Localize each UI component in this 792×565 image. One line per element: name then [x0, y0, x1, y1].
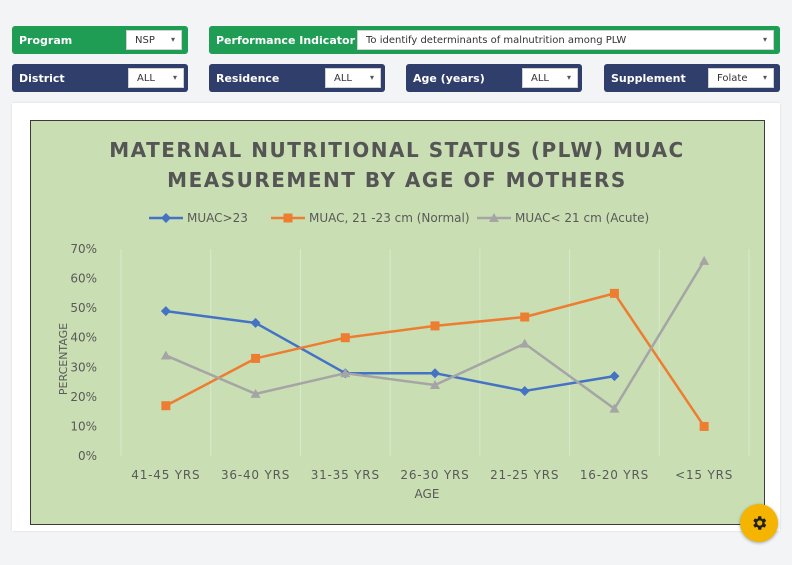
- x-tick-label: 36-40 YRS: [221, 468, 290, 482]
- x-axis-ticks: 41-45 YRS 36-40 YRS 31-35 YRS 26-30 YRS 21-2…: [131, 468, 733, 482]
- line-chart: MATERNAL NUTRITIONAL STATUS (PLW) MUAC M…: [57, 138, 750, 501]
- series-line-muac-21-23-cm-normal: [165, 292, 706, 428]
- program-label: Program: [19, 33, 73, 47]
- data-point-muac-23: [250, 317, 261, 328]
- x-tick-label: 41-45 YRS: [131, 468, 200, 482]
- data-point-muac-23: [430, 368, 440, 379]
- chart-title-line2: MEASUREMENT BY AGE OF MOTHERS: [167, 168, 627, 192]
- y-tick-label: 0%: [78, 449, 97, 463]
- legend-label: MUAC, 21 -23 cm (Normal): [309, 211, 470, 225]
- y-axis-ticks: 0% 10% 20% 30% 40% 50% 60% 70%: [70, 242, 97, 463]
- y-tick-label: 50%: [70, 301, 97, 315]
- x-tick-label: 16-20 YRS: [580, 468, 649, 482]
- program-value: NSP: [135, 34, 155, 46]
- data-point-muac-23: [160, 306, 171, 317]
- x-tick-label: 26-30 YRS: [400, 468, 469, 482]
- data-point-muac-21-cm-acute: [250, 388, 261, 398]
- data-point-muac-21-cm-acute: [519, 338, 530, 348]
- residence-select[interactable]: ALL ▾: [325, 68, 381, 88]
- data-point-muac-21-23-cm-normal: [609, 288, 619, 298]
- x-axis-label: AGE: [415, 487, 440, 501]
- series-muac-23: [160, 306, 620, 396]
- series-line-muac-23: [165, 309, 615, 393]
- series-muac-21-23-cm-normal: [161, 288, 709, 431]
- residence-value: ALL: [334, 72, 352, 84]
- data-point-muac-21-cm-acute: [160, 350, 171, 360]
- chart-grid: [120, 249, 750, 456]
- data-point-muac-21-23-cm-normal: [520, 312, 530, 322]
- y-tick-label: 10%: [70, 419, 97, 433]
- y-tick-label: 70%: [70, 242, 97, 256]
- indicator-filter: Performance Indicator To identify determ…: [209, 26, 780, 54]
- data-point-muac-21-23-cm-normal: [340, 333, 350, 343]
- residence-label: Residence: [216, 71, 280, 85]
- indicator-value: To identify determinants of malnutrition…: [366, 34, 627, 46]
- district-value: ALL: [137, 72, 155, 84]
- legend-marker: [161, 213, 171, 223]
- residence-filter: Residence ALL ▾: [209, 64, 385, 92]
- program-filter: Program NSP ▾: [12, 26, 188, 54]
- chart-series: [160, 255, 710, 431]
- data-point-muac-21-cm-acute: [340, 368, 351, 378]
- legend-label: MUAC>23: [187, 211, 248, 225]
- legend-marker: [489, 213, 499, 222]
- legend-item-muac-21-23-cm-normal: MUAC, 21 -23 cm (Normal): [271, 211, 470, 225]
- data-point-muac-23: [519, 385, 530, 396]
- caret-down-icon: ▾: [762, 35, 767, 44]
- district-filter: District ALL ▾: [12, 64, 188, 92]
- y-tick-label: 60%: [70, 272, 97, 286]
- legend-item-muac-23: MUAC>23: [149, 211, 248, 225]
- chart-legend: MUAC>23 MUAC, 21 -23 cm (Normal) MUAC< 21 …: [149, 211, 649, 225]
- data-point-muac-21-cm-acute: [430, 380, 440, 390]
- caret-down-icon: ▾: [170, 35, 175, 44]
- age-filter: Age (years) ALL ▾: [406, 64, 582, 92]
- legend-marker: [283, 213, 293, 223]
- caret-down-icon: ▾: [566, 73, 571, 82]
- supplement-value: Folate: [717, 72, 748, 84]
- legend-label: MUAC< 21 cm (Acute): [515, 211, 649, 225]
- district-select[interactable]: ALL ▾: [128, 68, 184, 88]
- y-tick-label: 30%: [70, 360, 97, 374]
- x-tick-label: 21-25 YRS: [490, 468, 559, 482]
- data-point-muac-21-cm-acute: [609, 403, 620, 413]
- supplement-filter: Supplement Folate ▾: [604, 64, 780, 92]
- indicator-select[interactable]: To identify determinants of malnutrition…: [357, 30, 774, 50]
- gear-icon: [753, 516, 767, 530]
- district-label: District: [19, 71, 65, 85]
- program-select[interactable]: NSP ▾: [126, 30, 182, 50]
- settings-button[interactable]: [740, 504, 778, 542]
- series-muac-21-cm-acute: [160, 255, 710, 413]
- y-tick-label: 40%: [70, 331, 97, 345]
- chart-title-line1: MATERNAL NUTRITIONAL STATUS (PLW) MUAC: [109, 138, 684, 162]
- age-value: ALL: [531, 72, 549, 84]
- x-tick-label: 31-35 YRS: [311, 468, 380, 482]
- data-point-muac-21-23-cm-normal: [251, 353, 261, 363]
- age-select[interactable]: ALL ▾: [522, 68, 578, 88]
- y-axis-label: PERCENTAGE: [57, 323, 70, 395]
- caret-down-icon: ▾: [369, 73, 374, 82]
- y-tick-label: 20%: [70, 390, 97, 404]
- legend-item-muac-21-cm-acute: MUAC< 21 cm (Acute): [477, 211, 649, 225]
- caret-down-icon: ▾: [172, 73, 177, 82]
- data-point-muac-21-23-cm-normal: [161, 401, 171, 411]
- x-tick-label: <15 YRS: [675, 468, 733, 482]
- indicator-label: Performance Indicator: [216, 33, 355, 47]
- supplement-select[interactable]: Folate ▾: [708, 68, 774, 88]
- caret-down-icon: ▾: [762, 73, 767, 82]
- supplement-label: Supplement: [611, 71, 686, 85]
- data-point-muac-21-23-cm-normal: [699, 421, 709, 431]
- age-label: Age (years): [413, 71, 485, 85]
- data-point-muac-21-23-cm-normal: [430, 321, 440, 331]
- data-point-muac-21-cm-acute: [699, 255, 710, 265]
- data-point-muac-23: [609, 371, 620, 382]
- chart-area: MATERNAL NUTRITIONAL STATUS (PLW) MUAC M…: [30, 120, 765, 525]
